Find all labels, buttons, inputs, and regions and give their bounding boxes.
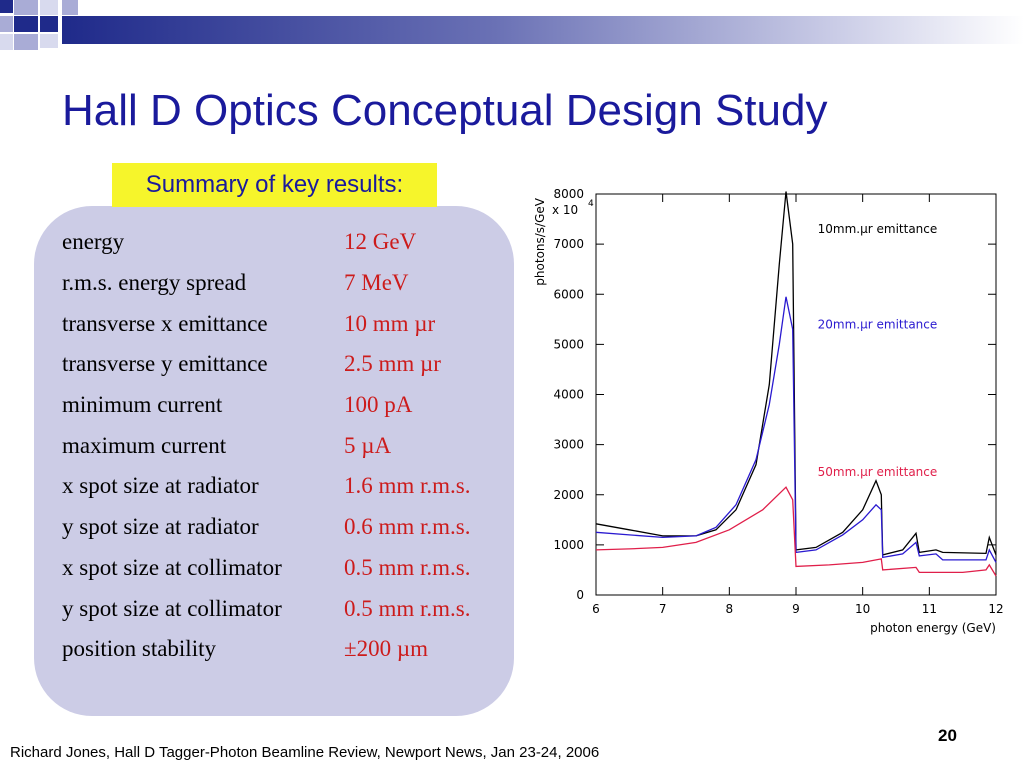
header-gradient-bar <box>62 16 1024 44</box>
summary-label: Summary of key results: <box>112 163 437 207</box>
series-line <box>595 296 997 563</box>
result-row: transverse y emittance 2.5 mm µr <box>62 344 471 385</box>
y-tick-label: 0 <box>576 588 584 602</box>
result-value: 100 pA <box>344 392 413 418</box>
corner-square <box>40 16 58 32</box>
x-axis-label: photon energy (GeV) <box>870 621 996 635</box>
result-row: maximum current 5 µA <box>62 425 471 466</box>
corner-square <box>40 0 58 15</box>
result-value: ±200 µm <box>344 636 429 662</box>
corner-square <box>14 16 38 32</box>
x-tick-label: 11 <box>922 602 937 616</box>
result-row: x spot size at radiator 1.6 mm r.m.s. <box>62 466 471 507</box>
corner-square <box>0 16 13 32</box>
result-label: r.m.s. energy spread <box>62 270 247 296</box>
result-label: y spot size at collimator <box>62 595 282 621</box>
y-tick-label: 6000 <box>553 287 584 301</box>
slide-title: Hall D Optics Conceptual Design Study <box>62 86 828 135</box>
result-label: energy <box>62 229 125 255</box>
page-number: 20 <box>938 726 957 745</box>
corner-square <box>14 0 38 15</box>
result-value: 5 µA <box>344 432 392 458</box>
x-tick-label: 12 <box>988 602 1003 616</box>
y-tick-label: 5000 <box>553 337 584 351</box>
result-label: x spot size at collimator <box>62 554 282 580</box>
corner-square <box>62 0 78 15</box>
result-row: position stability ±200 µm <box>62 629 471 670</box>
results-table: energy 12 GeV r.m.s. energy spread 7 MeV tra… <box>62 222 471 670</box>
series-label: 50mm.μr emittance <box>818 465 938 479</box>
series-label: 20mm.μr emittance <box>818 317 938 331</box>
y-axis-label: photons/s/GeV <box>533 197 547 285</box>
result-value: 0.5 mm r.m.s. <box>344 554 471 580</box>
result-value: 0.6 mm r.m.s. <box>344 514 471 540</box>
result-row: transverse x emittance 10 mm µr <box>62 303 471 344</box>
result-label: minimum current <box>62 392 223 418</box>
result-label: transverse x emittance <box>62 310 268 336</box>
footer-text: Richard Jones, Hall D Tagger-Photon Beam… <box>10 744 600 761</box>
corner-square <box>40 34 58 48</box>
series-label: 10mm.μr emittance <box>818 222 938 236</box>
result-label: transverse y emittance <box>62 351 268 377</box>
result-row: y spot size at radiator 0.6 mm r.m.s. <box>62 507 471 548</box>
result-value: 10 mm µr <box>344 310 436 336</box>
y-tick-label: 4000 <box>553 388 584 402</box>
x-tick-label: 6 <box>592 602 600 616</box>
result-value: 12 GeV <box>344 229 417 255</box>
corner-square <box>0 34 13 50</box>
y-tick-label: 1000 <box>553 538 584 552</box>
series-line <box>595 486 997 577</box>
x-tick-label: 8 <box>726 602 734 616</box>
series-line <box>595 191 997 556</box>
result-label: y spot size at radiator <box>62 514 259 540</box>
result-row: energy 12 GeV <box>62 222 471 263</box>
result-label: maximum current <box>62 432 227 458</box>
x-tick-label: 7 <box>659 602 667 616</box>
result-label: x spot size at radiator <box>62 473 259 499</box>
x-tick-label: 9 <box>792 602 800 616</box>
corner-square <box>14 34 38 50</box>
y-tick-label: 2000 <box>553 488 584 502</box>
y-tick-label: 3000 <box>553 438 584 452</box>
y-multiplier-label: x 10 <box>552 203 578 217</box>
result-row: x spot size at collimator 0.5 mm r.m.s. <box>62 548 471 589</box>
result-row: r.m.s. energy spread 7 MeV <box>62 263 471 304</box>
result-value: 1.6 mm r.m.s. <box>344 473 471 499</box>
corner-square <box>0 0 13 13</box>
result-row: minimum current 100 pA <box>62 385 471 426</box>
result-label: position stability <box>62 636 216 662</box>
photon-spectrum-chart: 6 7 8 9 10 11 12 0 1000 2000 3000 4000 5000 6000 7000 8… <box>533 187 1004 635</box>
y-multiplier-exponent: 4 <box>588 199 594 209</box>
results-panel <box>34 206 514 716</box>
y-tick-label: 7000 <box>553 237 584 251</box>
x-tick-label: 10 <box>855 602 870 616</box>
result-row: y spot size at collimator 0.5 mm r.m.s. <box>62 588 471 629</box>
result-value: 2.5 mm µr <box>344 351 441 377</box>
result-value: 7 MeV <box>344 270 409 296</box>
y-tick-label: 8000 <box>553 187 584 201</box>
result-value: 0.5 mm r.m.s. <box>344 595 471 621</box>
